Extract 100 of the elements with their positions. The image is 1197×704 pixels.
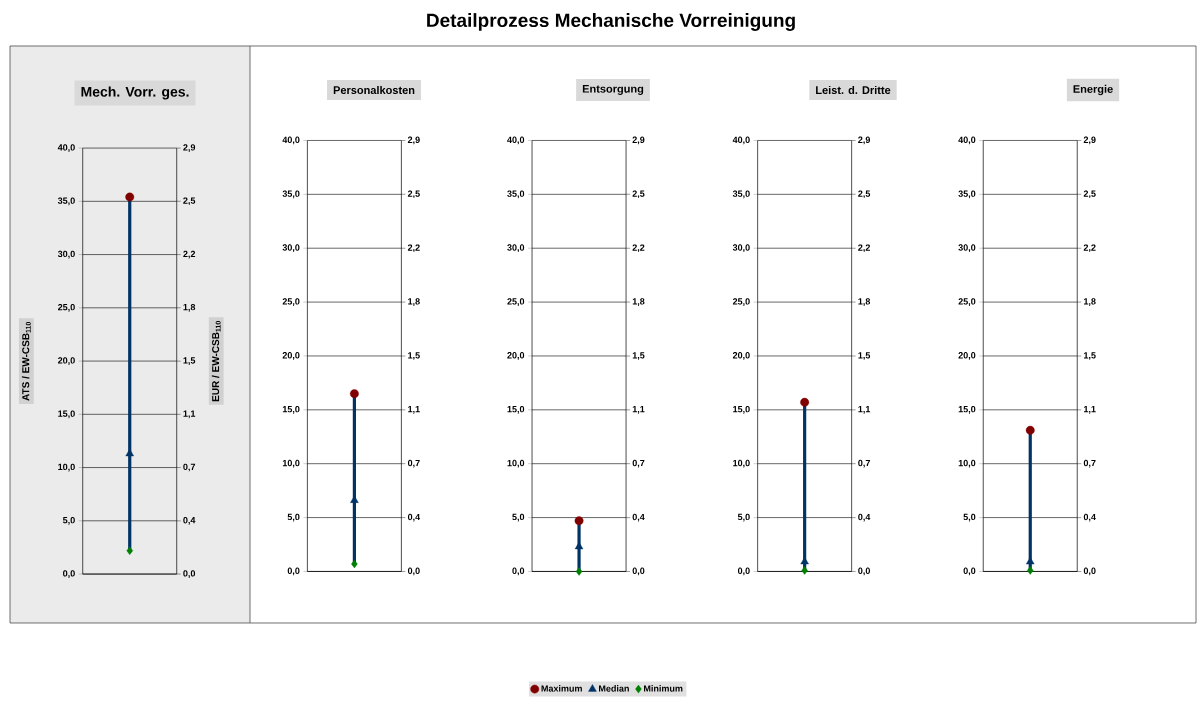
y-tick-label: 40,0	[507, 136, 525, 145]
y-tick-label: 20,0	[282, 352, 300, 360]
y2-tick-label: 2,5	[407, 190, 420, 199]
y2-tick-label: 1,8	[408, 298, 420, 306]
y2-tick-label: 2,2	[183, 250, 196, 259]
y2-tick-label: 1,1	[183, 410, 196, 419]
y2-tick-label: 2,5	[632, 190, 645, 199]
y2-tick-label: 1,8	[632, 298, 645, 306]
y2-tick-label: 2,9	[183, 144, 196, 152]
y2-tick-label: 2,9	[407, 136, 420, 145]
y2-tick-label: 0,4	[632, 513, 645, 522]
y2-tick-label: 2,9	[632, 136, 645, 145]
legend-label: Minimum	[644, 685, 683, 692]
y2-tick-label: 0,4	[858, 513, 871, 522]
y2-tick-label: 0,4	[407, 513, 421, 522]
y-tick-label: 35,0	[958, 190, 976, 199]
y2-tick-label: 2,5	[1083, 190, 1096, 199]
y2-tick-label: 0,7	[858, 459, 870, 468]
chart-title: Energie	[1073, 84, 1113, 96]
y2-tick-label: 1,5	[858, 352, 871, 360]
y-tick-label: 20,0	[58, 357, 75, 365]
y2-tick-label: 1,5	[183, 357, 196, 365]
text: Detailprozess Mechanische Vorreinigung	[427, 13, 795, 31]
y2-tick-label: 1,1	[408, 406, 420, 414]
y-tick-label: 35,0	[507, 190, 525, 199]
y2-tick-label: 0,0	[407, 567, 420, 576]
y2-tick-label: 1,8	[858, 298, 871, 306]
y2-tick-label: 1,8	[183, 303, 196, 312]
y-tick-label: 5,0	[737, 513, 750, 522]
y-tick-label: 0,0	[963, 567, 976, 576]
y-tick-label: 30,0	[57, 250, 75, 259]
y-tick-label: 40,0	[282, 136, 300, 145]
y2-tick-label: 1,1	[858, 406, 871, 414]
y2-tick-label: 0,0	[1083, 567, 1096, 576]
y-tick-label: 5,0	[963, 513, 976, 522]
chart-title: Personalkosten	[333, 85, 415, 95]
y-tick-label: 10,0	[733, 459, 750, 468]
y-tick-label: 5,0	[287, 513, 300, 522]
y-tick-label: 25,0	[732, 298, 750, 306]
y-axis-title: ATS / EW-CSB$_{110}$	[21, 321, 31, 401]
y-tick-label: 10,0	[282, 459, 300, 468]
y-tick-label: 25,0	[507, 298, 525, 306]
y2-tick-label: 1,5	[408, 352, 420, 360]
y2-tick-label: 1,1	[1084, 406, 1096, 414]
y-tick-label: 15,0	[958, 405, 976, 414]
y-tick-label: 30,0	[507, 244, 525, 253]
y-tick-label: 30,0	[282, 244, 300, 253]
y-tick-label: 15,0	[58, 410, 75, 419]
y-tick-label: 25,0	[958, 298, 976, 306]
y2-tick-label: 0,7	[1083, 459, 1096, 468]
y-tick-label: 25,0	[282, 298, 300, 306]
y-tick-label: 20,0	[732, 352, 750, 360]
y2-tick-label: 2,2	[407, 244, 420, 253]
y2-tick-label: 0,7	[183, 463, 196, 472]
y2-tick-label: 0,0	[632, 567, 645, 576]
y-tick-label: 15,0	[282, 405, 300, 414]
chart-title: Leist. d. Dritte	[816, 85, 891, 95]
y2-tick-label: 0,4	[183, 517, 196, 525]
y2-tick-label: 0,4	[1083, 513, 1096, 522]
chart-title: Mech. Vorr. ges.	[81, 86, 189, 100]
y-tick-label: 0,0	[737, 567, 750, 576]
y2-axis-title: EUR / EW-CSB$_{110}$	[211, 321, 221, 402]
y-tick-label: 30,0	[958, 244, 976, 253]
y2-tick-label: 0,7	[632, 459, 645, 468]
y2-tick-label: 2,9	[1083, 136, 1096, 145]
y-tick-label: 40,0	[732, 136, 750, 145]
y-tick-label: 15,0	[733, 405, 750, 414]
y-tick-label: 25,0	[58, 303, 75, 312]
y-tick-label: 5,0	[62, 516, 75, 525]
y-tick-label: 10,0	[58, 463, 75, 472]
legend-label: Median	[599, 685, 629, 692]
y2-tick-label: 2,2	[632, 244, 645, 253]
y-tick-label: 35,0	[57, 197, 75, 206]
y2-tick-label: 1,5	[632, 352, 645, 360]
y-tick-label: 0,0	[287, 567, 300, 576]
chart-title: Entsorgung	[582, 85, 644, 95]
y-tick-label: 15,0	[507, 405, 525, 414]
y2-tick-label: 0,0	[183, 570, 196, 578]
y2-tick-label: 2,2	[858, 244, 870, 253]
y2-tick-label: 0,0	[858, 567, 870, 576]
y-tick-label: 40,0	[958, 136, 976, 145]
y2-tick-label: 2,5	[183, 197, 196, 206]
y-tick-label: 0,0	[512, 567, 525, 576]
y-tick-label: 5,0	[512, 513, 525, 522]
y2-tick-label: 0,7	[407, 459, 420, 468]
y-tick-label: 35,0	[732, 190, 750, 199]
y2-tick-label: 2,2	[1083, 244, 1096, 253]
y-tick-label: 40,0	[57, 144, 75, 152]
y2-tick-label: 1,5	[1084, 352, 1096, 360]
y-tick-label: 10,0	[507, 459, 525, 468]
y-tick-label: 20,0	[507, 352, 525, 360]
y-tick-label: 20,0	[958, 352, 976, 360]
y2-tick-label: 2,5	[858, 190, 871, 199]
y-tick-label: 35,0	[282, 190, 300, 199]
y-tick-label: 10,0	[958, 459, 976, 468]
legend-label: Maximum	[541, 685, 582, 692]
y-tick-label: 0,0	[63, 570, 75, 578]
y-tick-label: 30,0	[732, 244, 750, 253]
y2-tick-label: 2,9	[858, 136, 871, 145]
y2-tick-label: 1,1	[632, 406, 645, 414]
